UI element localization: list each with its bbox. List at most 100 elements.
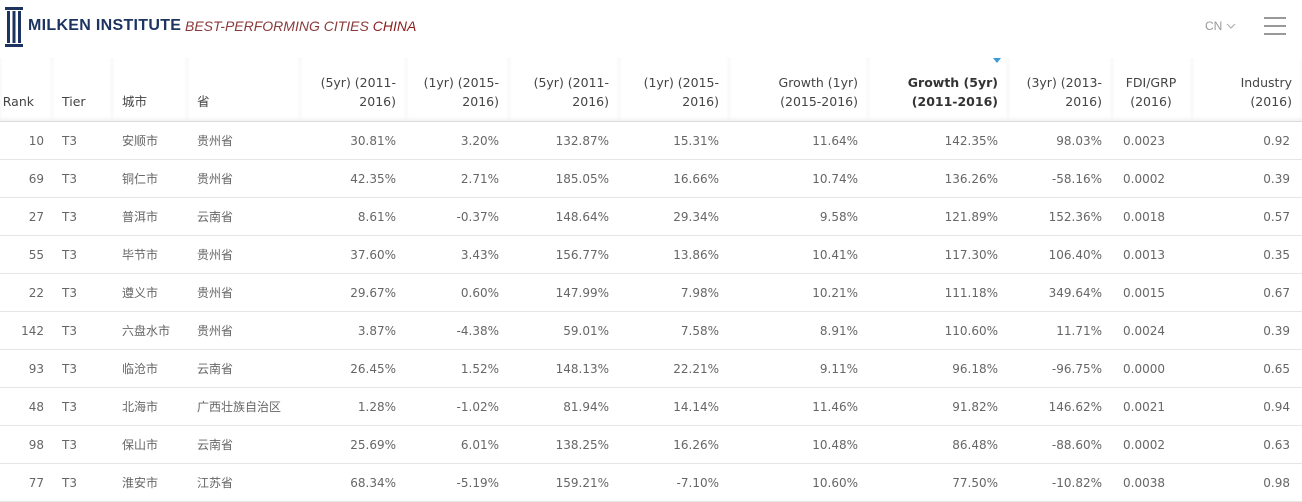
table-cell: 0.0013 — [1112, 235, 1192, 274]
table-cell: 9.11% — [729, 349, 868, 388]
column-header[interactable]: (1yr) (2015- 2016) — [619, 58, 729, 122]
table-cell: 37.60% — [300, 235, 406, 274]
nav-title: BEST-PERFORMING CITIES CHINA — [185, 18, 416, 34]
table-cell: 8.91% — [729, 311, 868, 350]
column-header[interactable]: Growth (5yr) (2011-2016) — [868, 58, 1008, 122]
table-cell: T3 — [52, 311, 112, 350]
table-cell: 30.81% — [300, 121, 406, 160]
table-cell: 11.64% — [729, 121, 868, 160]
column-header-line: (1yr) (2015- — [643, 75, 719, 90]
column-header-line: 2016) — [462, 94, 499, 109]
table-cell: 贵州省 — [187, 121, 300, 160]
column-header-line: 省 — [197, 94, 210, 109]
table-cell: 111.18% — [868, 273, 1008, 312]
table-cell: 349.64% — [1008, 273, 1112, 312]
table-cell: 3.87% — [300, 311, 406, 350]
table-cell: 152.36% — [1008, 197, 1112, 236]
column-header[interactable]: Industry (2016) — [1192, 58, 1302, 122]
column-header[interactable]: (1yr) (2015- 2016) — [406, 58, 509, 122]
table-cell: T3 — [52, 121, 112, 160]
language-select[interactable]: CN — [1205, 19, 1236, 33]
column-header-line: (2011-2016) — [911, 94, 998, 109]
column-header-line: (2015-2016) — [780, 94, 858, 109]
nav-title-accent: CHINA — [372, 18, 417, 34]
column-header-line: 2016) — [682, 94, 719, 109]
column-header-line: FDI/GRP — [1125, 75, 1177, 90]
table-cell: 96.18% — [868, 349, 1008, 388]
table-cell: 110.60% — [868, 311, 1008, 350]
table-cell: 22 — [0, 273, 52, 312]
column-header[interactable]: (5yr) (2011- 2016) — [509, 58, 619, 122]
column-header[interactable]: Growth (1yr) (2015-2016) — [729, 58, 868, 122]
table-row: 48 T3 北海市 广西壮族自治区 1.28% -1.02% 81.94% 14.14% 11.… — [0, 387, 1302, 426]
table-cell: 云南省 — [187, 197, 300, 236]
table-cell: 136.26% — [868, 159, 1008, 198]
table-row: 142 T3 六盘水市 贵州省 3.87% -4.38% 59.01% 7.58% 8.91% 1… — [0, 311, 1302, 350]
table-cell: 0.94 — [1192, 387, 1302, 426]
logo[interactable]: MILKEN INSTITUTE — [28, 17, 182, 34]
table-cell: 0.63 — [1192, 425, 1302, 464]
table-row: 69 T3 铜仁市 贵州省 42.35% 2.71% 185.05% 16.66% 10.74%… — [0, 159, 1302, 198]
table-cell: 8.61% — [300, 197, 406, 236]
sort-indicator — [993, 58, 1001, 63]
table-cell: 0.39 — [1192, 311, 1302, 350]
table-cell: 0.0018 — [1112, 197, 1192, 236]
column-header[interactable]: (5yr) (2011- 2016) — [300, 58, 406, 122]
table-cell: 93 — [0, 349, 52, 388]
table-cell: 98.03% — [1008, 121, 1112, 160]
table-cell: 江苏省 — [187, 463, 300, 502]
table-cell: 147.99% — [509, 273, 619, 312]
table-cell: 10.41% — [729, 235, 868, 274]
table-row: 27 T3 普洱市 云南省 8.61% -0.37% 148.64% 29.34% 9.58% 1… — [0, 197, 1302, 236]
table-cell: 10 — [0, 121, 52, 160]
table-cell: 0.67 — [1192, 273, 1302, 312]
table-cell: 0.0002 — [1112, 425, 1192, 464]
table-row: 98 T3 保山市 云南省 25.69% 6.01% 138.25% 16.26% 10.48%… — [0, 425, 1302, 464]
table-cell: 贵州省 — [187, 235, 300, 274]
table-cell: 77 — [0, 463, 52, 502]
table-cell: 142.35% — [868, 121, 1008, 160]
table-cell: T3 — [52, 197, 112, 236]
table-cell: 0.35 — [1192, 235, 1302, 274]
table-cell: 安顺市 — [112, 121, 187, 160]
table-cell: -10.82% — [1008, 463, 1112, 502]
nav-title-text: BEST-PERFORMING CITIES — [185, 18, 369, 34]
column-header[interactable]: Tier — [52, 58, 112, 122]
column-header-line: 2016) — [572, 94, 609, 109]
table-cell: T3 — [52, 425, 112, 464]
table-cell: 普洱市 — [112, 197, 187, 236]
menu-button[interactable] — [1264, 17, 1286, 35]
column-header[interactable]: 城市 — [112, 58, 187, 122]
table-cell: 临沧市 — [112, 349, 187, 388]
table-cell: 10.48% — [729, 425, 868, 464]
column-header[interactable]: 省 — [187, 58, 300, 122]
table-cell: 遵义市 — [112, 273, 187, 312]
column-header[interactable]: Rank — [0, 58, 52, 122]
table-row: 55 T3 毕节市 贵州省 37.60% 3.43% 156.77% 13.86% 10.41%… — [0, 235, 1302, 274]
table-cell: 22.21% — [619, 349, 729, 388]
column-header[interactable]: FDI/GRP (2016) — [1112, 58, 1192, 122]
column-header-line: Rank — [2, 94, 34, 109]
table-cell: 148.64% — [509, 197, 619, 236]
table-cell: 7.58% — [619, 311, 729, 350]
table-cell: -5.19% — [406, 463, 509, 502]
table-cell: 13.86% — [619, 235, 729, 274]
column-header-line: Industry — [1240, 75, 1292, 90]
table-cell: 云南省 — [187, 349, 300, 388]
column-header-line: (2016) — [1250, 94, 1292, 109]
column-header-line: 城市 — [122, 94, 148, 109]
table-cell: 14.14% — [619, 387, 729, 426]
table-cell: 185.05% — [509, 159, 619, 198]
table-body: 10 T3 安顺市 贵州省 30.81% 3.20% 132.87% 15.31% 11.64%… — [0, 121, 1302, 502]
header-row: Rank Tier 城市 省 (5yr) (2011- 2016) (1yr) (2015-… — [0, 58, 1302, 122]
table-cell: T3 — [52, 235, 112, 274]
table-cell: 16.26% — [619, 425, 729, 464]
table-cell: 0.92 — [1192, 121, 1302, 160]
table-cell: 6.01% — [406, 425, 509, 464]
table-cell: 毕节市 — [112, 235, 187, 274]
column-header[interactable]: (3yr) (2013- 2016) — [1008, 58, 1112, 122]
table-cell: 29.67% — [300, 273, 406, 312]
table-cell: 云南省 — [187, 425, 300, 464]
table-cell: 3.20% — [406, 121, 509, 160]
table-cell: 132.87% — [509, 121, 619, 160]
